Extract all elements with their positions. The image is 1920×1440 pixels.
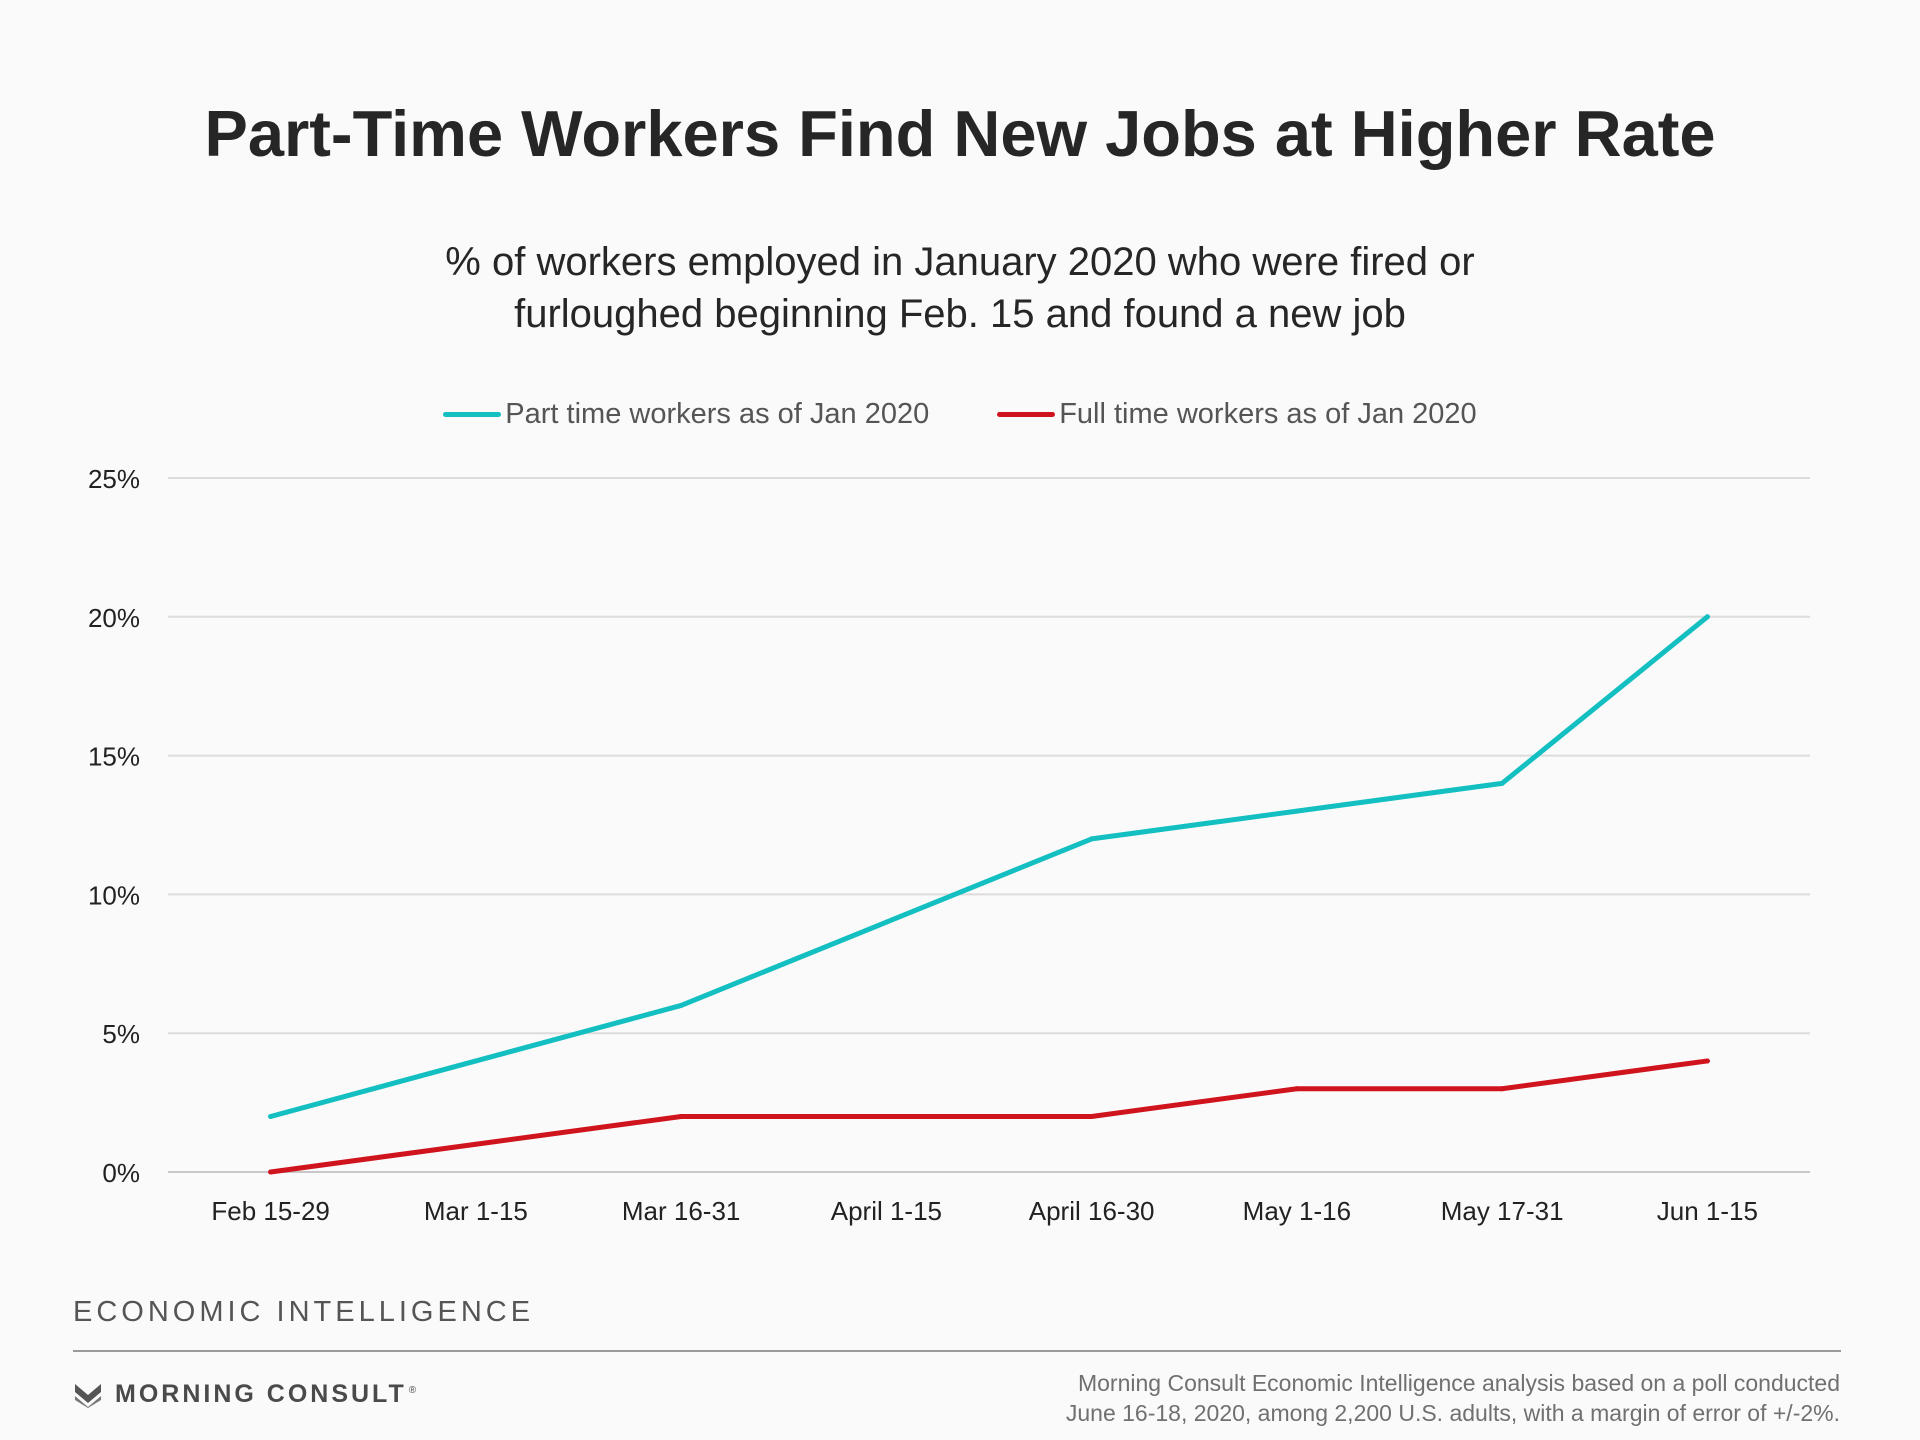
data-point-full-time (473, 1141, 479, 1147)
legend-label-part-time: Part time workers as of Jan 2020 (505, 398, 930, 430)
x-tick-label: Mar 1-15 (424, 1196, 528, 1226)
data-point-full-time (1704, 1058, 1710, 1064)
data-point-full-time (678, 1113, 684, 1119)
legend-item-part-time: Part time workers as of Jan 2020 (443, 398, 929, 431)
data-point-part-time (473, 1058, 479, 1064)
y-tick-label: 20% (88, 603, 140, 633)
legend-swatch-full-time (997, 412, 1056, 417)
data-point-part-time (268, 1113, 274, 1119)
brand-logo: MORNING CONSULT ® (73, 1380, 416, 1409)
series-line-full-time (268, 1058, 1710, 1175)
source-note: Morning Consult Economic Intelligence an… (940, 1368, 1840, 1428)
data-point-full-time (1499, 1086, 1505, 1092)
data-point-part-time (678, 1002, 684, 1008)
legend-item-full-time: Full time workers as of Jan 2020 (997, 398, 1477, 431)
x-tick-label: April 1-15 (831, 1196, 942, 1226)
brand-name: MORNING CONSULT ® (115, 1380, 416, 1409)
chart-subtitle: % of workers employed in January 2020 wh… (0, 236, 1920, 340)
x-tick-label: Mar 16-31 (622, 1196, 741, 1226)
brand-name-text: MORNING CONSULT (115, 1380, 407, 1408)
chart-legend: Part time workers as of Jan 2020 Full ti… (0, 398, 1920, 431)
series-line-part-time (268, 614, 1710, 1119)
data-point-full-time (1089, 1113, 1095, 1119)
morning-consult-logo-icon (75, 1383, 101, 1408)
data-point-part-time (883, 919, 889, 925)
x-tick-label: April 16-30 (1029, 1196, 1155, 1226)
section-label: ECONOMIC INTELLIGENCE (73, 1296, 535, 1328)
brand-trademark: ® (408, 1384, 417, 1396)
data-point-part-time (1499, 780, 1505, 786)
chart-title: Part-Time Workers Find New Jobs at Highe… (204, 97, 1716, 170)
data-point-full-time (268, 1169, 274, 1175)
source-line-1: Morning Consult Economic Intelligence an… (1077, 1370, 1840, 1396)
subtitle-line-2: furloughed beginning Feb. 15 and found a… (514, 292, 1406, 336)
y-tick-label: 25% (88, 464, 140, 494)
y-tick-label: 5% (102, 1019, 140, 1049)
legend-label-full-time: Full time workers as of Jan 2020 (1059, 398, 1477, 430)
data-point-part-time (1089, 836, 1095, 842)
footer-divider (73, 1350, 1841, 1352)
x-tick-label: Feb 15-29 (211, 1196, 330, 1226)
y-tick-label: 15% (88, 742, 140, 772)
data-point-full-time (1294, 1086, 1300, 1092)
line-chart: 0% 5% 10% 15% 20% 25% Feb 15-29 Mar 1-15 Mar 16-… (88, 464, 1810, 1226)
data-point-part-time (1704, 614, 1710, 620)
x-tick-label: May 17-31 (1441, 1196, 1564, 1226)
subtitle-line-1: % of workers employed in January 2020 wh… (445, 240, 1475, 284)
y-tick-label: 10% (88, 880, 140, 910)
data-point-part-time (1294, 808, 1300, 814)
legend-swatch-part-time (443, 412, 502, 417)
y-tick-label: 0% (102, 1158, 140, 1188)
x-tick-label: May 1-16 (1243, 1196, 1351, 1226)
data-point-full-time (883, 1113, 889, 1119)
source-line-2: June 16-18, 2020, among 2,200 U.S. adult… (1065, 1400, 1840, 1426)
x-tick-label: Jun 1-15 (1657, 1196, 1758, 1226)
